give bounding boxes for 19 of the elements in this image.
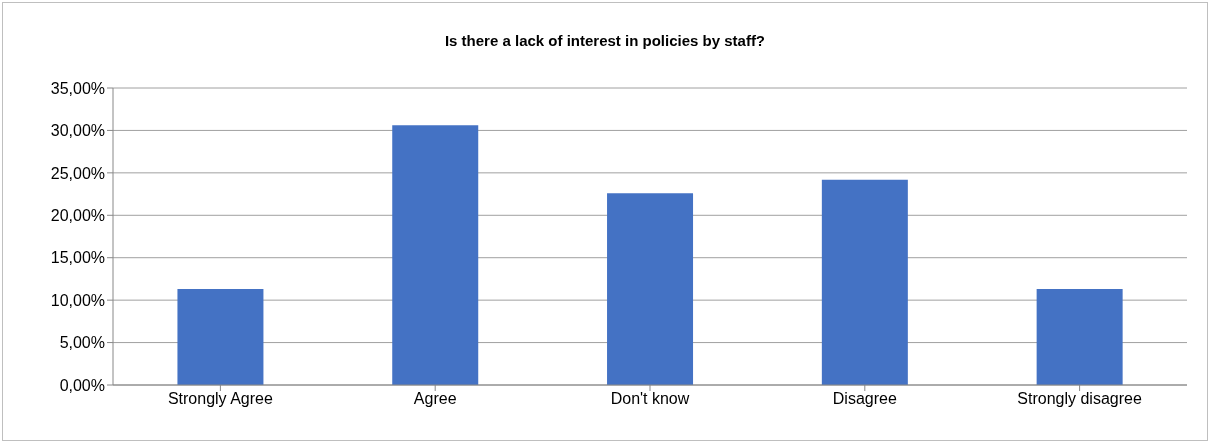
y-tick-label: 15,00% [50,249,105,267]
x-tick-label: Don't know [610,390,690,408]
x-tick-label: Agree [413,390,457,408]
bar [392,125,479,385]
y-tick-label: 20,00% [50,206,105,224]
bar [1036,289,1123,385]
x-tick-label: Strongly disagree [1017,390,1142,408]
chart-title: Is there a lack of interest in policies by staff? [443,32,767,49]
y-tick-label: 35,00% [50,79,105,97]
x-tick-label: Strongly Agree [167,390,273,408]
bar [607,193,694,385]
y-tick-label: 5,00% [59,334,105,352]
y-tick-label: 10,00% [50,291,105,309]
bar [177,289,264,385]
y-tick-label: 30,00% [50,122,105,140]
y-tick-label: 25,00% [50,164,105,182]
x-tick-label: Disagree [832,390,897,408]
bar [821,179,908,385]
y-tick-label: 0,00% [59,376,105,394]
